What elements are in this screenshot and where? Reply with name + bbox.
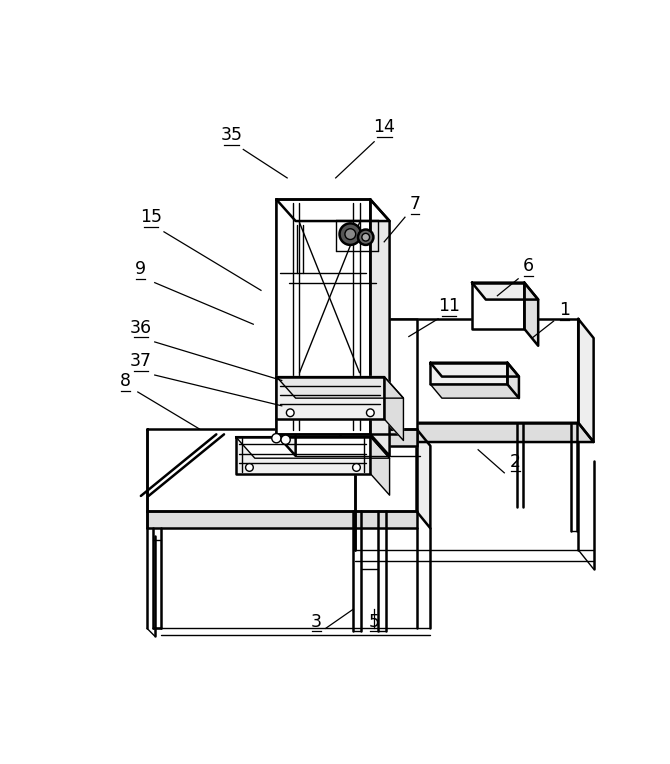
Polygon shape [277,377,403,398]
Polygon shape [371,199,389,456]
Polygon shape [340,429,417,446]
Text: 15: 15 [140,209,162,226]
Polygon shape [277,199,295,456]
Polygon shape [578,319,594,442]
Text: 7: 7 [409,196,421,213]
Polygon shape [277,377,384,419]
Circle shape [246,464,253,471]
Polygon shape [147,429,417,511]
Polygon shape [277,199,389,221]
Circle shape [340,223,361,245]
Circle shape [272,433,281,443]
Circle shape [358,229,373,245]
Text: 5: 5 [369,613,380,630]
Polygon shape [147,511,417,528]
Circle shape [366,409,374,416]
Text: 14: 14 [373,118,395,136]
Text: 1: 1 [559,301,570,319]
Text: 37: 37 [130,352,152,371]
Polygon shape [340,319,578,422]
Polygon shape [236,437,371,474]
Text: 36: 36 [130,319,152,336]
Polygon shape [472,283,538,299]
Polygon shape [236,437,389,458]
Polygon shape [430,363,519,377]
Circle shape [362,233,370,241]
Polygon shape [371,437,389,495]
Polygon shape [507,363,519,398]
Circle shape [286,409,294,416]
Circle shape [281,435,290,445]
Polygon shape [340,422,594,442]
Text: 8: 8 [120,372,131,390]
Circle shape [345,228,356,240]
Polygon shape [472,283,525,329]
Polygon shape [277,199,371,434]
Polygon shape [384,377,403,441]
Text: 6: 6 [523,257,534,275]
Text: 9: 9 [135,260,147,278]
Polygon shape [525,283,538,346]
Text: 11: 11 [438,297,460,315]
Polygon shape [430,363,507,384]
Polygon shape [340,319,417,429]
Text: 3: 3 [311,613,322,630]
Polygon shape [417,429,430,528]
Text: 2: 2 [510,452,521,471]
Circle shape [352,464,360,471]
Text: 35: 35 [220,126,243,144]
Polygon shape [430,384,519,398]
